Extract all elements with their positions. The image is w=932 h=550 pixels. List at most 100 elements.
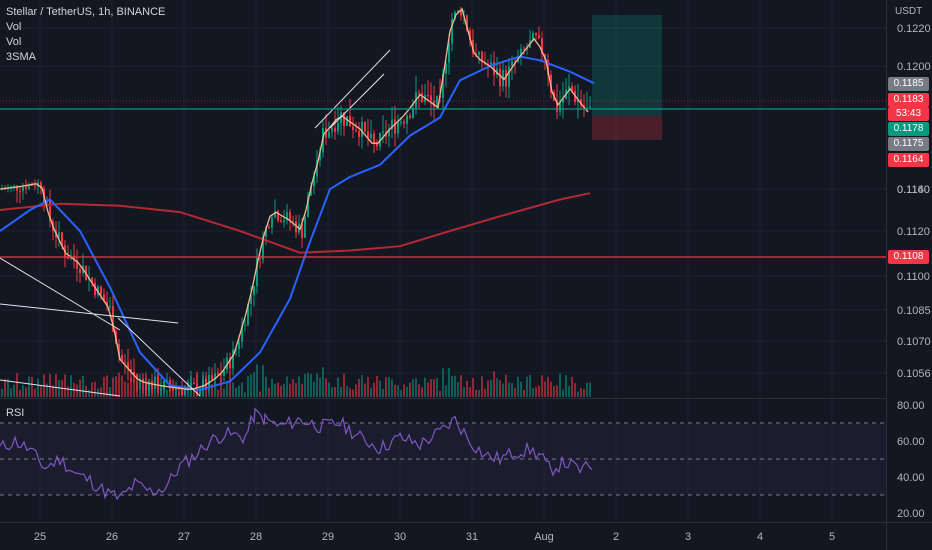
candle-body [355,129,357,132]
volume-bar [214,380,216,397]
time-tick-label: 25 [34,531,46,543]
candle-body [4,188,6,190]
candle-body [235,349,237,351]
candle-body [241,325,243,342]
volume-bar [466,380,468,397]
candle-body [166,379,168,381]
pane-divider[interactable] [0,398,886,399]
volume-bar [226,382,228,397]
candle-body [190,382,192,386]
volume-bar [406,386,408,397]
time-axis-border [0,522,932,523]
candle-body [376,142,378,147]
candle-body [478,51,480,55]
candle-body [388,129,390,137]
candle-body [208,375,210,389]
candle-body [145,381,147,391]
price-tick-label: 0.1220 [897,23,931,35]
horizontal-lines[interactable] [0,100,886,258]
candle-body [301,223,303,238]
volume-bar [64,374,66,397]
volume-bar [577,391,579,397]
volume-bar [25,387,27,397]
candle-body [202,379,204,391]
candle-body [568,86,570,90]
candle-body [400,121,402,123]
sma-indicator[interactable]: 3SMA [6,51,36,63]
price-tag: 0.1185 [888,77,929,91]
volume-bar [238,385,240,397]
volume-bar [511,383,513,397]
volume-bar [469,387,471,397]
candle-body [160,388,162,391]
volume-bar [103,377,105,397]
volume-bar [325,378,327,397]
volume-bar [367,376,369,397]
volume-bar [553,386,555,397]
candle-body [118,343,120,356]
take-profit-zone [592,15,662,117]
volume-bar [250,374,252,397]
volume-bar [394,384,396,397]
volume-bar [295,383,297,397]
candle-body [556,100,558,112]
volume-bar [409,382,411,397]
candle-body [562,98,564,103]
price-tick-label: 0.1200 [897,61,931,73]
candle-body [127,362,129,370]
volume-bar [316,373,318,397]
stop-loss-zone [592,116,662,140]
candle-body [271,217,273,228]
rsi-pane [0,407,886,501]
candle-body [28,184,30,189]
candlesticks [1,6,591,396]
volume-bar [352,389,354,397]
volume-bar [442,368,444,397]
volume-bar [574,383,576,397]
candle-body [277,211,279,221]
volume-bar [337,377,339,397]
candle-body [76,260,78,269]
vol-indicator-2[interactable]: Vol [6,36,22,48]
candle-body [250,295,252,305]
candle-body [133,371,135,375]
candle-body [16,185,18,191]
rsi-tick-label: 80.00 [897,400,925,412]
candle-body [535,32,537,35]
volume-bar [532,388,534,397]
candle-body [364,121,366,132]
candle-body [406,115,408,124]
candle-body [265,227,267,237]
price-tag: 0.1175 [888,137,929,151]
volume-bar [418,384,420,397]
volume-bar [166,390,168,397]
candle-body [571,86,573,92]
time-axis[interactable]: 25 26 27 28 29 30 31 Aug 2 3 4 5 [34,531,835,543]
candle-body [259,258,261,260]
trend-line [0,379,121,397]
volume-bar [478,390,480,397]
volume-bar [58,380,60,397]
volume-bar [349,388,351,397]
candle-body [334,127,336,132]
candle-body [286,212,288,221]
volume-bar [13,384,15,397]
volume-bar [322,367,324,397]
volume-bar [379,380,381,397]
volume-bar [16,373,18,397]
time-tick-label: 4 [757,531,763,543]
position-tool[interactable] [592,15,662,140]
candle-body [481,51,483,63]
volume-bar [355,384,357,397]
grid-lines [0,0,886,522]
price-tick-label: 0.1056 [897,368,931,380]
rsi-tick-label: 40.00 [897,472,925,484]
volume-bar [310,374,312,397]
vol-indicator-1[interactable]: Vol [6,21,22,33]
rsi-label[interactable]: RSI [6,407,25,419]
symbol-title[interactable]: Stellar / TetherUS, 1h, BINANCE [6,6,166,18]
trend-lines[interactable] [0,49,391,397]
volume-bar [364,383,366,397]
